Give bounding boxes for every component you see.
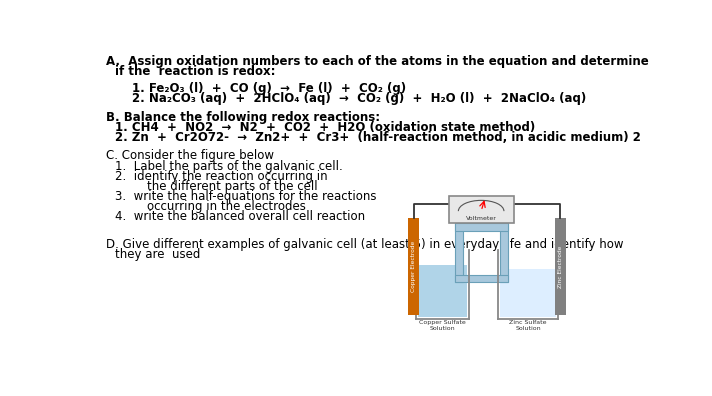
Text: they are  used: they are used (115, 249, 201, 261)
Text: C. Consider the figure below: C. Consider the figure below (106, 149, 274, 162)
Text: Zinc Sulfate
Solution: Zinc Sulfate Solution (509, 320, 547, 331)
Text: Zinc Electrode: Zinc Electrode (557, 246, 562, 288)
Text: 2. Na₂CO₃ (aq)  +  2HClO₄ (aq)  →  CO₂ (g)  +  H₂O (l)  +  2NaClO₄ (aq): 2. Na₂CO₃ (aq) + 2HClO₄ (aq) → CO₂ (g) +… (132, 92, 586, 105)
Bar (455, 223, 463, 282)
Bar (455, 223, 508, 231)
Text: B. Balance the following redox reactions:: B. Balance the following redox reactions… (106, 110, 380, 124)
Text: 1.  Label the parts of the galvanic cell.: 1. Label the parts of the galvanic cell. (115, 160, 343, 173)
Text: Copper Electrode: Copper Electrode (412, 241, 417, 292)
Bar (455, 275, 508, 282)
Bar (500, 223, 508, 282)
Text: salt bridge: salt bridge (464, 217, 498, 221)
Bar (555, 219, 565, 315)
Text: the different parts of the cell: the different parts of the cell (147, 180, 318, 193)
Text: Copper Sulfate
Solution: Copper Sulfate Solution (419, 320, 466, 331)
Text: 1. CH4  +  NO2  →  N2  +  CO2  +  H2O (oxidation state method): 1. CH4 + NO2 → N2 + CO2 + H2O (oxidation… (115, 121, 535, 134)
Text: Voltmeter: Voltmeter (466, 216, 496, 221)
Text: D. Give different examples of galvanic cell (at least 5) in everyday life and id: D. Give different examples of galvanic c… (106, 238, 624, 251)
Text: A.  Assign oxidation numbers to each of the atoms in the equation and determine: A. Assign oxidation numbers to each of t… (106, 55, 649, 68)
Text: if the  reaction is redox:: if the reaction is redox: (115, 65, 276, 78)
Bar (408, 219, 419, 315)
Text: 2.  identify the reaction occurring in: 2. identify the reaction occurring in (115, 170, 328, 183)
Text: occurring in the electrodes: occurring in the electrodes (147, 200, 306, 213)
Text: 1. Fe₂O₃ (l)  +  CO (g)  →  Fe (l)  +  CO₂ (g): 1. Fe₂O₃ (l) + CO (g) → Fe (l) + CO₂ (g) (132, 82, 406, 95)
Bar (449, 196, 513, 223)
Bar (500, 269, 556, 317)
Text: 4.  write the balanced overall cell reaction: 4. write the balanced overall cell react… (115, 210, 365, 223)
Bar (418, 265, 467, 317)
Text: 2. Zn  +  Cr2O72-  →  Zn2+  +  Cr3+  (half-reaction method, in acidic medium) 2: 2. Zn + Cr2O72- → Zn2+ + Cr3+ (half-reac… (115, 131, 642, 144)
Text: 3.  write the half-equations for the reactions: 3. write the half-equations for the reac… (115, 190, 377, 203)
